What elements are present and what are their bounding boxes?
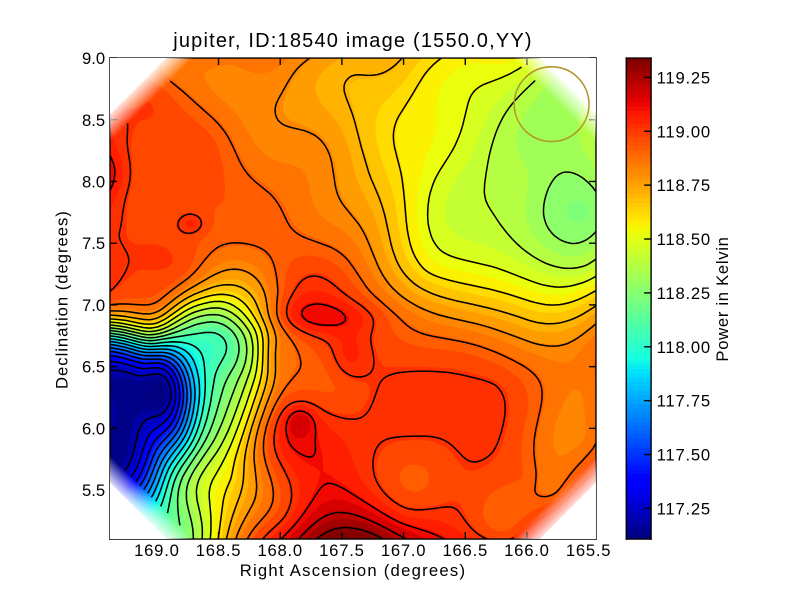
svg-text:118.50: 118.50 (657, 230, 711, 249)
svg-text:169.0: 169.0 (134, 541, 180, 560)
svg-text:Declination (degrees): Declination (degrees) (53, 210, 72, 389)
svg-text:9.0: 9.0 (82, 49, 105, 68)
svg-text:165.5: 165.5 (566, 541, 612, 560)
svg-text:168.0: 168.0 (257, 541, 303, 560)
svg-text:5.5: 5.5 (82, 481, 105, 500)
svg-text:119.25: 119.25 (657, 68, 711, 87)
svg-text:6.0: 6.0 (82, 419, 105, 438)
svg-text:167.0: 167.0 (381, 541, 427, 560)
svg-text:6.5: 6.5 (82, 358, 105, 377)
svg-text:7.0: 7.0 (82, 296, 105, 315)
svg-text:jupiter, ID:18540 image (1550.: jupiter, ID:18540 image (1550.0,YY) (172, 30, 533, 52)
svg-text:118.25: 118.25 (657, 284, 711, 303)
svg-text:118.75: 118.75 (657, 176, 711, 195)
svg-text:Power in Kelvin: Power in Kelvin (713, 236, 732, 361)
svg-text:168.5: 168.5 (196, 541, 242, 560)
svg-text:119.00: 119.00 (657, 122, 711, 141)
svg-text:Right Ascension (degrees): Right Ascension (degrees) (240, 561, 467, 580)
svg-text:117.25: 117.25 (657, 499, 711, 518)
svg-text:166.5: 166.5 (442, 541, 488, 560)
svg-text:118.00: 118.00 (657, 338, 711, 357)
svg-text:117.75: 117.75 (657, 392, 711, 411)
svg-text:7.5: 7.5 (82, 234, 105, 253)
svg-text:117.50: 117.50 (657, 446, 711, 465)
svg-text:166.0: 166.0 (504, 541, 550, 560)
svg-text:167.5: 167.5 (319, 541, 365, 560)
svg-text:8.0: 8.0 (82, 172, 105, 191)
svg-text:8.5: 8.5 (82, 111, 105, 130)
